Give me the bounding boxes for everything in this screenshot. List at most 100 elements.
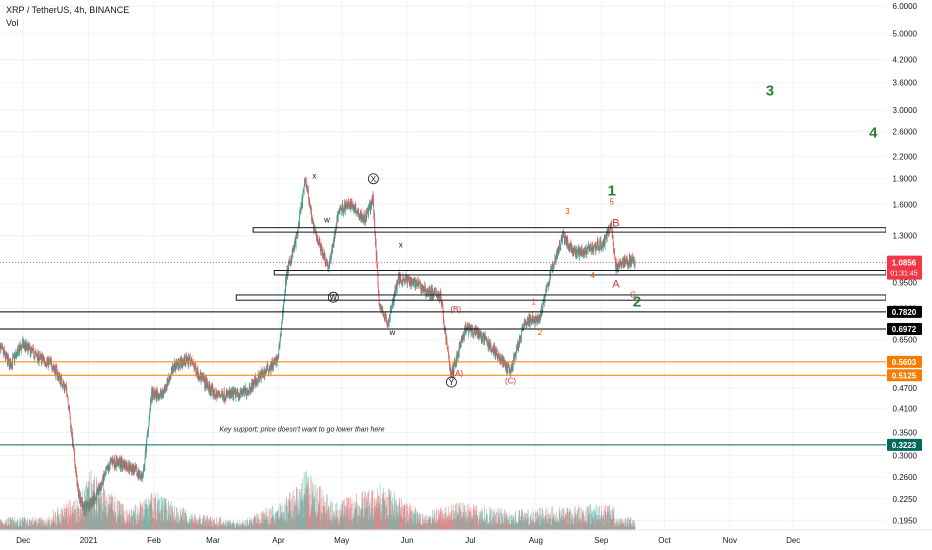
candle-body: [529, 317, 531, 326]
volume-bar: [388, 515, 390, 530]
volume-bar: [101, 492, 103, 530]
candle-body: [601, 246, 603, 249]
candle-body: [449, 364, 451, 370]
volume-bar: [194, 513, 196, 530]
candle-body: [186, 357, 188, 358]
volume-bar: [165, 505, 167, 530]
candle-body: [58, 375, 60, 377]
candle-body: [129, 469, 130, 471]
volume-bar: [286, 522, 288, 530]
volume-bar: [319, 502, 321, 530]
candle-body: [295, 235, 297, 247]
volume-bar: [213, 519, 215, 530]
volume-bar: [371, 508, 373, 530]
volume-bar: [248, 516, 250, 530]
candle-body: [108, 466, 110, 470]
candle-body: [569, 245, 570, 250]
candle-body: [289, 260, 290, 262]
candle-body: [377, 285, 379, 292]
volume-bar: [282, 511, 284, 530]
volume-bar: [212, 517, 214, 530]
candle-body: [533, 319, 535, 321]
candle-body: [390, 309, 392, 313]
candle-body: [221, 392, 223, 396]
candle-body: [259, 372, 261, 376]
candle-body: [271, 361, 273, 367]
volume-bar: [355, 508, 357, 530]
candle-body: [170, 375, 171, 378]
candle-body: [631, 257, 633, 258]
candle-body: [202, 375, 204, 378]
volume-bar: [34, 520, 35, 530]
volume-bar: [372, 508, 374, 530]
volume-bar: [65, 517, 66, 530]
volume-bar: [29, 518, 30, 530]
candle-body: [570, 242, 572, 249]
volume-bar: [159, 513, 161, 530]
volume-bar: [255, 522, 257, 530]
candle-body: [59, 378, 61, 383]
candle-body: [237, 392, 239, 394]
candle-body: [119, 460, 121, 462]
volume-bar: [181, 516, 182, 530]
candle-body: [522, 327, 523, 329]
candle-body: [81, 496, 82, 503]
candle-body: [330, 255, 331, 257]
volume-bar: [178, 516, 180, 530]
volume-bar: [167, 501, 169, 530]
candle-body: [273, 360, 274, 368]
volume-bar: [1, 521, 3, 530]
volume-bar: [228, 519, 230, 530]
candle-body: [508, 365, 509, 367]
volume-bar: [300, 489, 302, 530]
candle-body: [180, 359, 182, 368]
candle-body: [557, 248, 559, 252]
volume-bar: [437, 519, 439, 530]
volume-bar: [329, 514, 330, 530]
candle-body: [619, 262, 621, 266]
volume-bar: [280, 503, 282, 530]
candle-body: [462, 332, 464, 341]
candle-body: [406, 276, 408, 285]
volume-bar: [57, 508, 59, 530]
candle-body: [116, 459, 118, 465]
volume-bar: [202, 519, 204, 530]
volume-bar: [309, 517, 310, 530]
volume-bar: [456, 517, 457, 530]
candle-body: [79, 499, 81, 502]
volume-bar: [141, 519, 143, 530]
candle-body: [371, 198, 373, 201]
volume-bar: [8, 524, 10, 530]
candle-body: [96, 491, 98, 492]
candle-body: [586, 247, 588, 249]
volume-bar: [298, 514, 300, 530]
candle-body: [326, 262, 328, 266]
volume-bar: [169, 506, 171, 530]
volume-bar: [298, 509, 300, 530]
candle-body: [181, 360, 183, 366]
candle-body: [465, 330, 467, 333]
candle-body: [533, 317, 534, 322]
candle-body: [599, 248, 601, 250]
volume-bar: [138, 514, 140, 530]
volume-bar: [262, 523, 264, 530]
volume-bar: [112, 512, 113, 530]
volume-bar: [171, 506, 173, 530]
candle-body: [510, 366, 512, 374]
volume-bar: [106, 516, 108, 530]
volume-bar: [139, 512, 141, 530]
candle-body: [156, 391, 157, 400]
candle-body: [562, 233, 563, 241]
candle-body: [143, 466, 145, 471]
candle-body: [189, 356, 191, 366]
volume-bar: [367, 493, 369, 530]
candle-body: [515, 353, 517, 359]
candle-body: [44, 359, 46, 363]
volume-bar: [100, 487, 102, 530]
volume-bar: [127, 516, 129, 530]
volume-bar: [331, 516, 333, 530]
volume-bar: [75, 499, 77, 530]
candle-body: [342, 203, 343, 209]
